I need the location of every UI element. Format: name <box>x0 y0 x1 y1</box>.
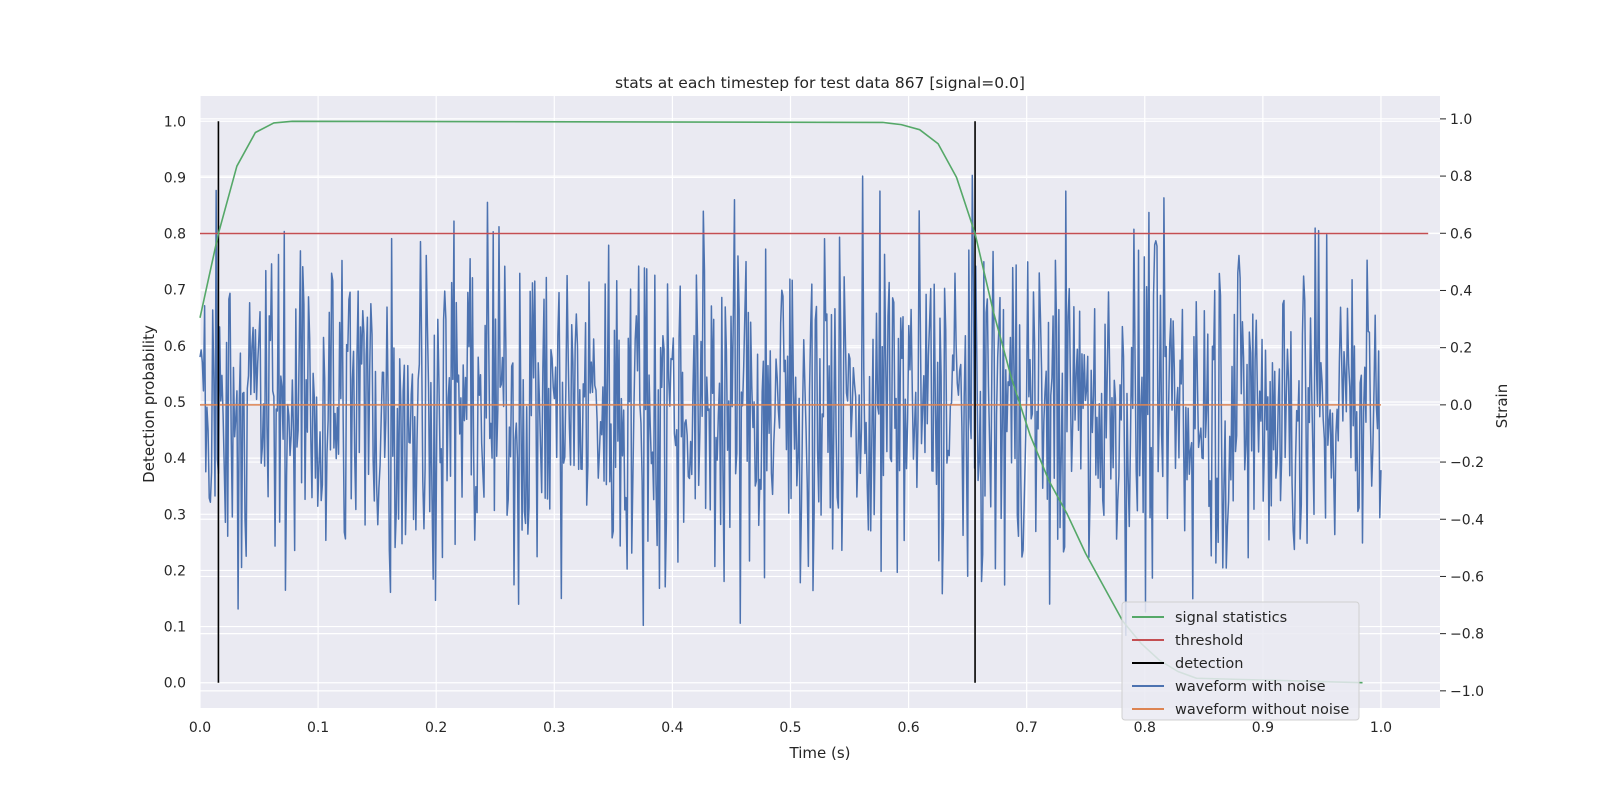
legend-box <box>1121 601 1360 721</box>
y-tick-label-left: 0.8 <box>164 227 186 243</box>
y-tick-label-right: 0.8 <box>1450 169 1472 185</box>
x-tick-label: 0.5 <box>779 720 801 736</box>
y-tick-label-left: 0.3 <box>164 507 186 523</box>
x-tick-label: 0.2 <box>425 720 447 736</box>
y-tick-label-left: 0.5 <box>164 395 186 411</box>
series-layer <box>199 120 1429 684</box>
x-tick-label: 0.1 <box>307 720 329 736</box>
x-tick-label: 0.9 <box>1252 720 1274 736</box>
chart-title: stats at each timestep for test data 867… <box>615 74 1025 92</box>
y-tick-label-right: −0.4 <box>1450 512 1484 528</box>
legend-label: threshold <box>1175 633 1243 649</box>
x-tick-label: 0.0 <box>189 720 211 736</box>
x-tick-label: 0.3 <box>543 720 565 736</box>
y-tick-label-left: 0.6 <box>164 339 186 355</box>
y-tick-label-left: 0.4 <box>164 451 186 467</box>
x-tick-label: 0.4 <box>661 720 683 736</box>
y-tick-label-left: 0.2 <box>164 563 186 579</box>
y-tick-label-right: −1.0 <box>1450 684 1484 700</box>
y-axis-label-left: Detection probability <box>140 325 158 483</box>
y-tick-label-left: 1.0 <box>164 114 186 130</box>
y-tick-label-left: 0.9 <box>164 170 186 186</box>
y-axis-label-right: Strain <box>1493 384 1511 428</box>
legend-label: signal statistics <box>1175 610 1287 626</box>
x-tick-label: 0.6 <box>897 720 919 736</box>
x-tick-label: 0.7 <box>1016 720 1038 736</box>
y-tick-label-left: 0.0 <box>164 676 186 692</box>
legend-label: detection <box>1175 656 1243 672</box>
y-tick-label-right: −0.6 <box>1450 569 1484 585</box>
legend: signal statistics threshold detection wavef… <box>1121 601 1360 721</box>
y-tick-label-left: 0.1 <box>164 620 186 636</box>
x-tick-label: 1.0 <box>1370 720 1392 736</box>
x-axis-label: Time (s) <box>789 744 851 762</box>
y-tick-label-left: 0.7 <box>164 283 186 299</box>
y-tick-label-right: 1.0 <box>1450 112 1472 128</box>
legend-label: waveform without noise <box>1175 702 1349 718</box>
y-tick-label-right: 0.4 <box>1450 283 1472 299</box>
y-tick-label-right: 0.6 <box>1450 226 1472 242</box>
y-tick-label-right: 0.2 <box>1450 341 1472 357</box>
y-tick-label-right: −0.2 <box>1450 455 1484 471</box>
series-waveform-with-noise <box>199 174 1382 637</box>
x-tick-label: 0.8 <box>1134 720 1156 736</box>
y-tick-label-right: −0.8 <box>1450 627 1484 643</box>
y-tick-label-right: 0.0 <box>1450 398 1472 414</box>
tick-labels: 0.0 0.1 0.2 0.3 0.4 0.5 0.6 0.7 0.8 0.9 1.0 0.0 0.1 0… <box>164 112 1484 736</box>
legend-label: waveform with noise <box>1175 679 1326 695</box>
